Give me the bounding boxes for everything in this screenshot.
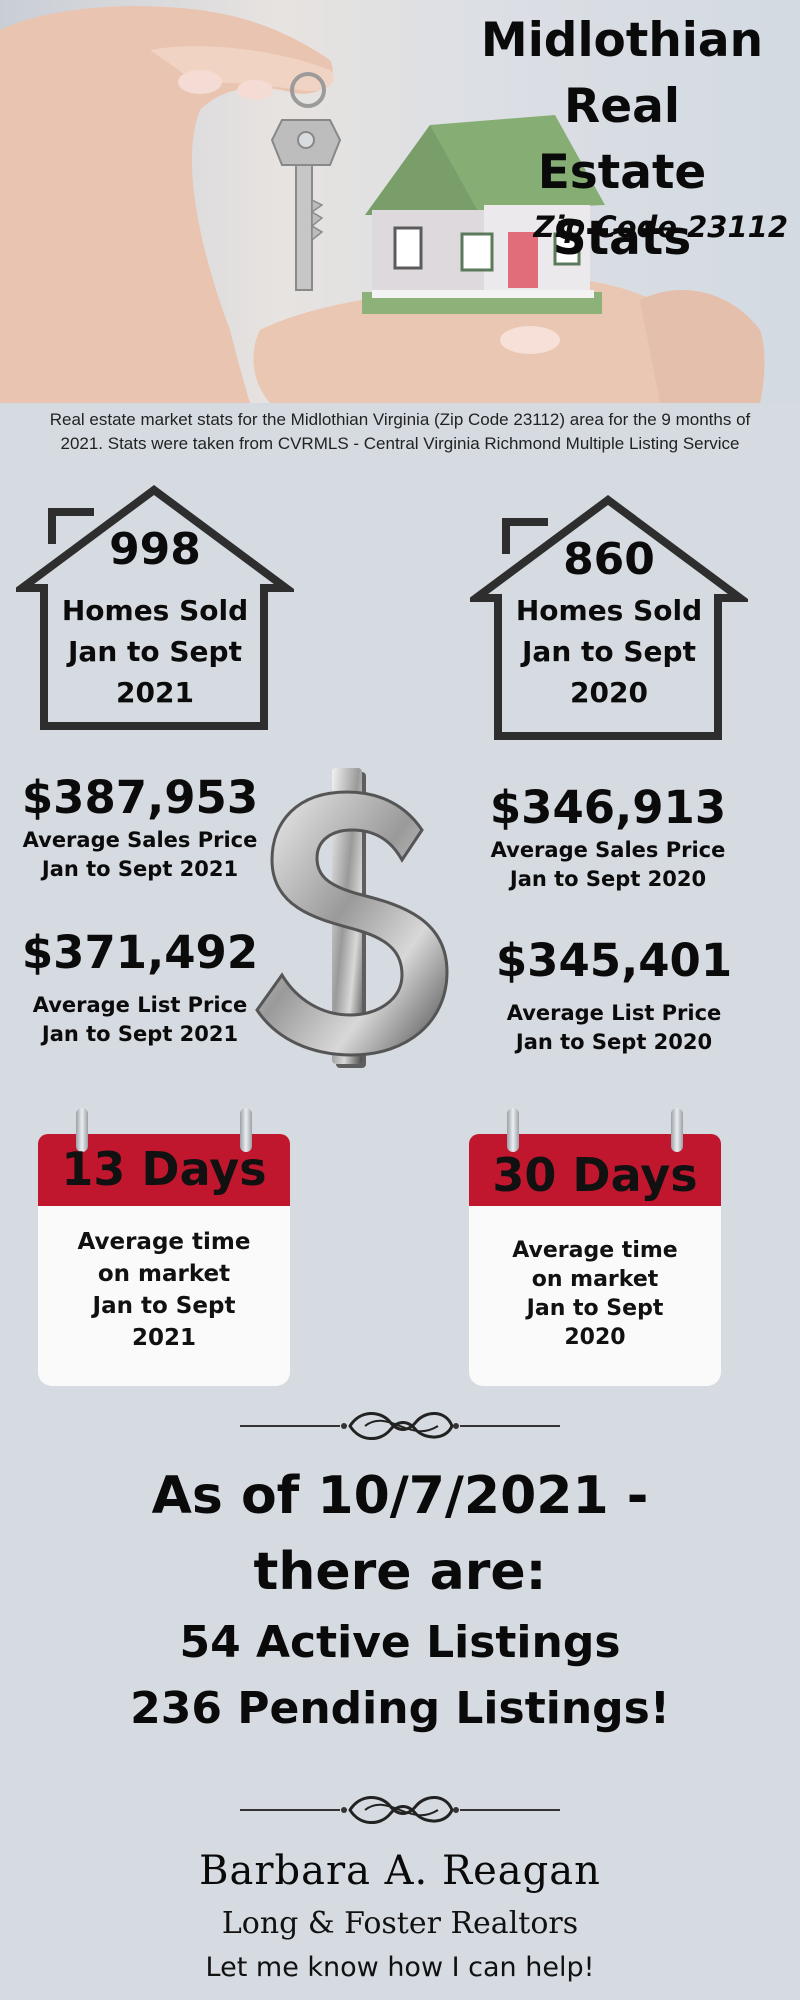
days-desc-4: 2020 <box>564 1325 626 1350</box>
active-listings: 54 Active Listings <box>179 1617 621 1668</box>
homes-sold-2020: 860 Homes Sold Jan to Sept 2020 <box>470 494 748 744</box>
days-count: 13 Days <box>61 1142 267 1196</box>
homes-sold-label-2: Jan to Sept <box>522 635 696 668</box>
homes-sold-label-3: 2020 <box>570 676 648 709</box>
days-on-market-2020: 30 Days Average time on market Jan to Se… <box>469 1108 721 1386</box>
hands-key-house-photo <box>0 6 765 403</box>
price-label-2: Jan to Sept 2020 <box>509 867 707 891</box>
days-desc-1: Average time <box>512 1238 678 1263</box>
days-count: 30 Days <box>492 1148 698 1202</box>
hero-banner: Midlothian Real Estate Stats Zip Code 23… <box>0 0 800 403</box>
hero-title: Midlothian Real Estate Stats <box>472 8 772 272</box>
dollar-sign-icon <box>255 768 449 1068</box>
homes-sold-label-1: Homes Sold <box>61 594 249 627</box>
price-label-1: Average Sales Price <box>490 838 726 862</box>
zip-code-subtitle: Zip Code 23112 <box>533 210 788 244</box>
title-line-1: Midlothian <box>480 13 764 68</box>
calendar-ring-icon <box>240 1108 252 1152</box>
price-label-1: Average List Price <box>32 993 248 1017</box>
price-value: $346,913 <box>489 781 727 834</box>
calendar-ring-icon <box>76 1108 88 1152</box>
intro-text: Real estate market stats for the Midloth… <box>0 408 800 456</box>
ornamental-divider <box>240 1796 560 1824</box>
listings-heading-1: As of 10/7/2021 - <box>151 1466 649 1526</box>
listings-heading-2: there are: <box>253 1542 547 1602</box>
agent-name: Barbara A. Reagan <box>199 1848 601 1894</box>
days-on-market-2021: 13 Days Average time on market Jan to Se… <box>38 1108 290 1386</box>
price-label-1: Average Sales Price <box>22 828 258 852</box>
homes-sold-number: 998 <box>109 524 201 575</box>
homes-sold-label-1: Homes Sold <box>515 594 703 627</box>
ornamental-divider <box>240 1412 560 1440</box>
house-outline-icon <box>16 485 294 730</box>
price-label-2: Jan to Sept 2020 <box>515 1030 713 1054</box>
title-line-2: Real Estate <box>537 79 707 200</box>
days-desc-1: Average time <box>77 1229 251 1255</box>
intro-line-1: Real estate market stats for the Midloth… <box>49 410 751 429</box>
price-label-2: Jan to Sept 2021 <box>41 857 239 881</box>
avg-sales-price-2021: $387,953 Average Sales Price Jan to Sept… <box>20 770 260 884</box>
price-label-2: Jan to Sept 2021 <box>41 1022 239 1046</box>
calendar-ring-icon <box>507 1108 519 1152</box>
homes-sold-label-3: 2021 <box>116 676 194 709</box>
avg-sales-price-2020: $346,913 Average Sales Price Jan to Sept… <box>488 780 728 894</box>
days-desc-3: Jan to Sept <box>526 1296 664 1321</box>
agent-company: Long & Foster Realtors <box>221 1906 579 1941</box>
price-label-1: Average List Price <box>506 1001 722 1025</box>
house-outline-icon <box>470 495 748 740</box>
homes-sold-number: 860 <box>563 534 655 585</box>
days-desc-4: 2021 <box>131 1325 196 1351</box>
intro-line-2: 2021. Stats were taken from CVRMLS - Cen… <box>60 434 740 453</box>
days-desc-3: Jan to Sept <box>92 1293 236 1319</box>
homes-sold-label-2: Jan to Sept <box>68 635 242 668</box>
pending-listings: 236 Pending Listings! <box>130 1683 670 1734</box>
call-to-action: Let me know how I can help! <box>205 1952 595 1983</box>
days-desc-2: on market <box>97 1261 231 1287</box>
calendar-body <box>38 1206 290 1386</box>
title-line-3: Stats <box>552 211 692 266</box>
avg-list-price-2020: $345,401 Average List Price Jan to Sept … <box>494 933 734 1057</box>
days-desc-2: on market <box>531 1267 659 1292</box>
calendar-ring-icon <box>671 1108 683 1152</box>
calendar-body <box>469 1206 721 1386</box>
price-value: $387,953 <box>21 771 259 824</box>
avg-list-price-2021: $371,492 Average List Price Jan to Sept … <box>20 925 260 1049</box>
price-value: $345,401 <box>495 934 733 987</box>
price-value: $371,492 <box>21 926 259 979</box>
homes-sold-2021: 998 Homes Sold Jan to Sept 2021 <box>16 484 294 734</box>
